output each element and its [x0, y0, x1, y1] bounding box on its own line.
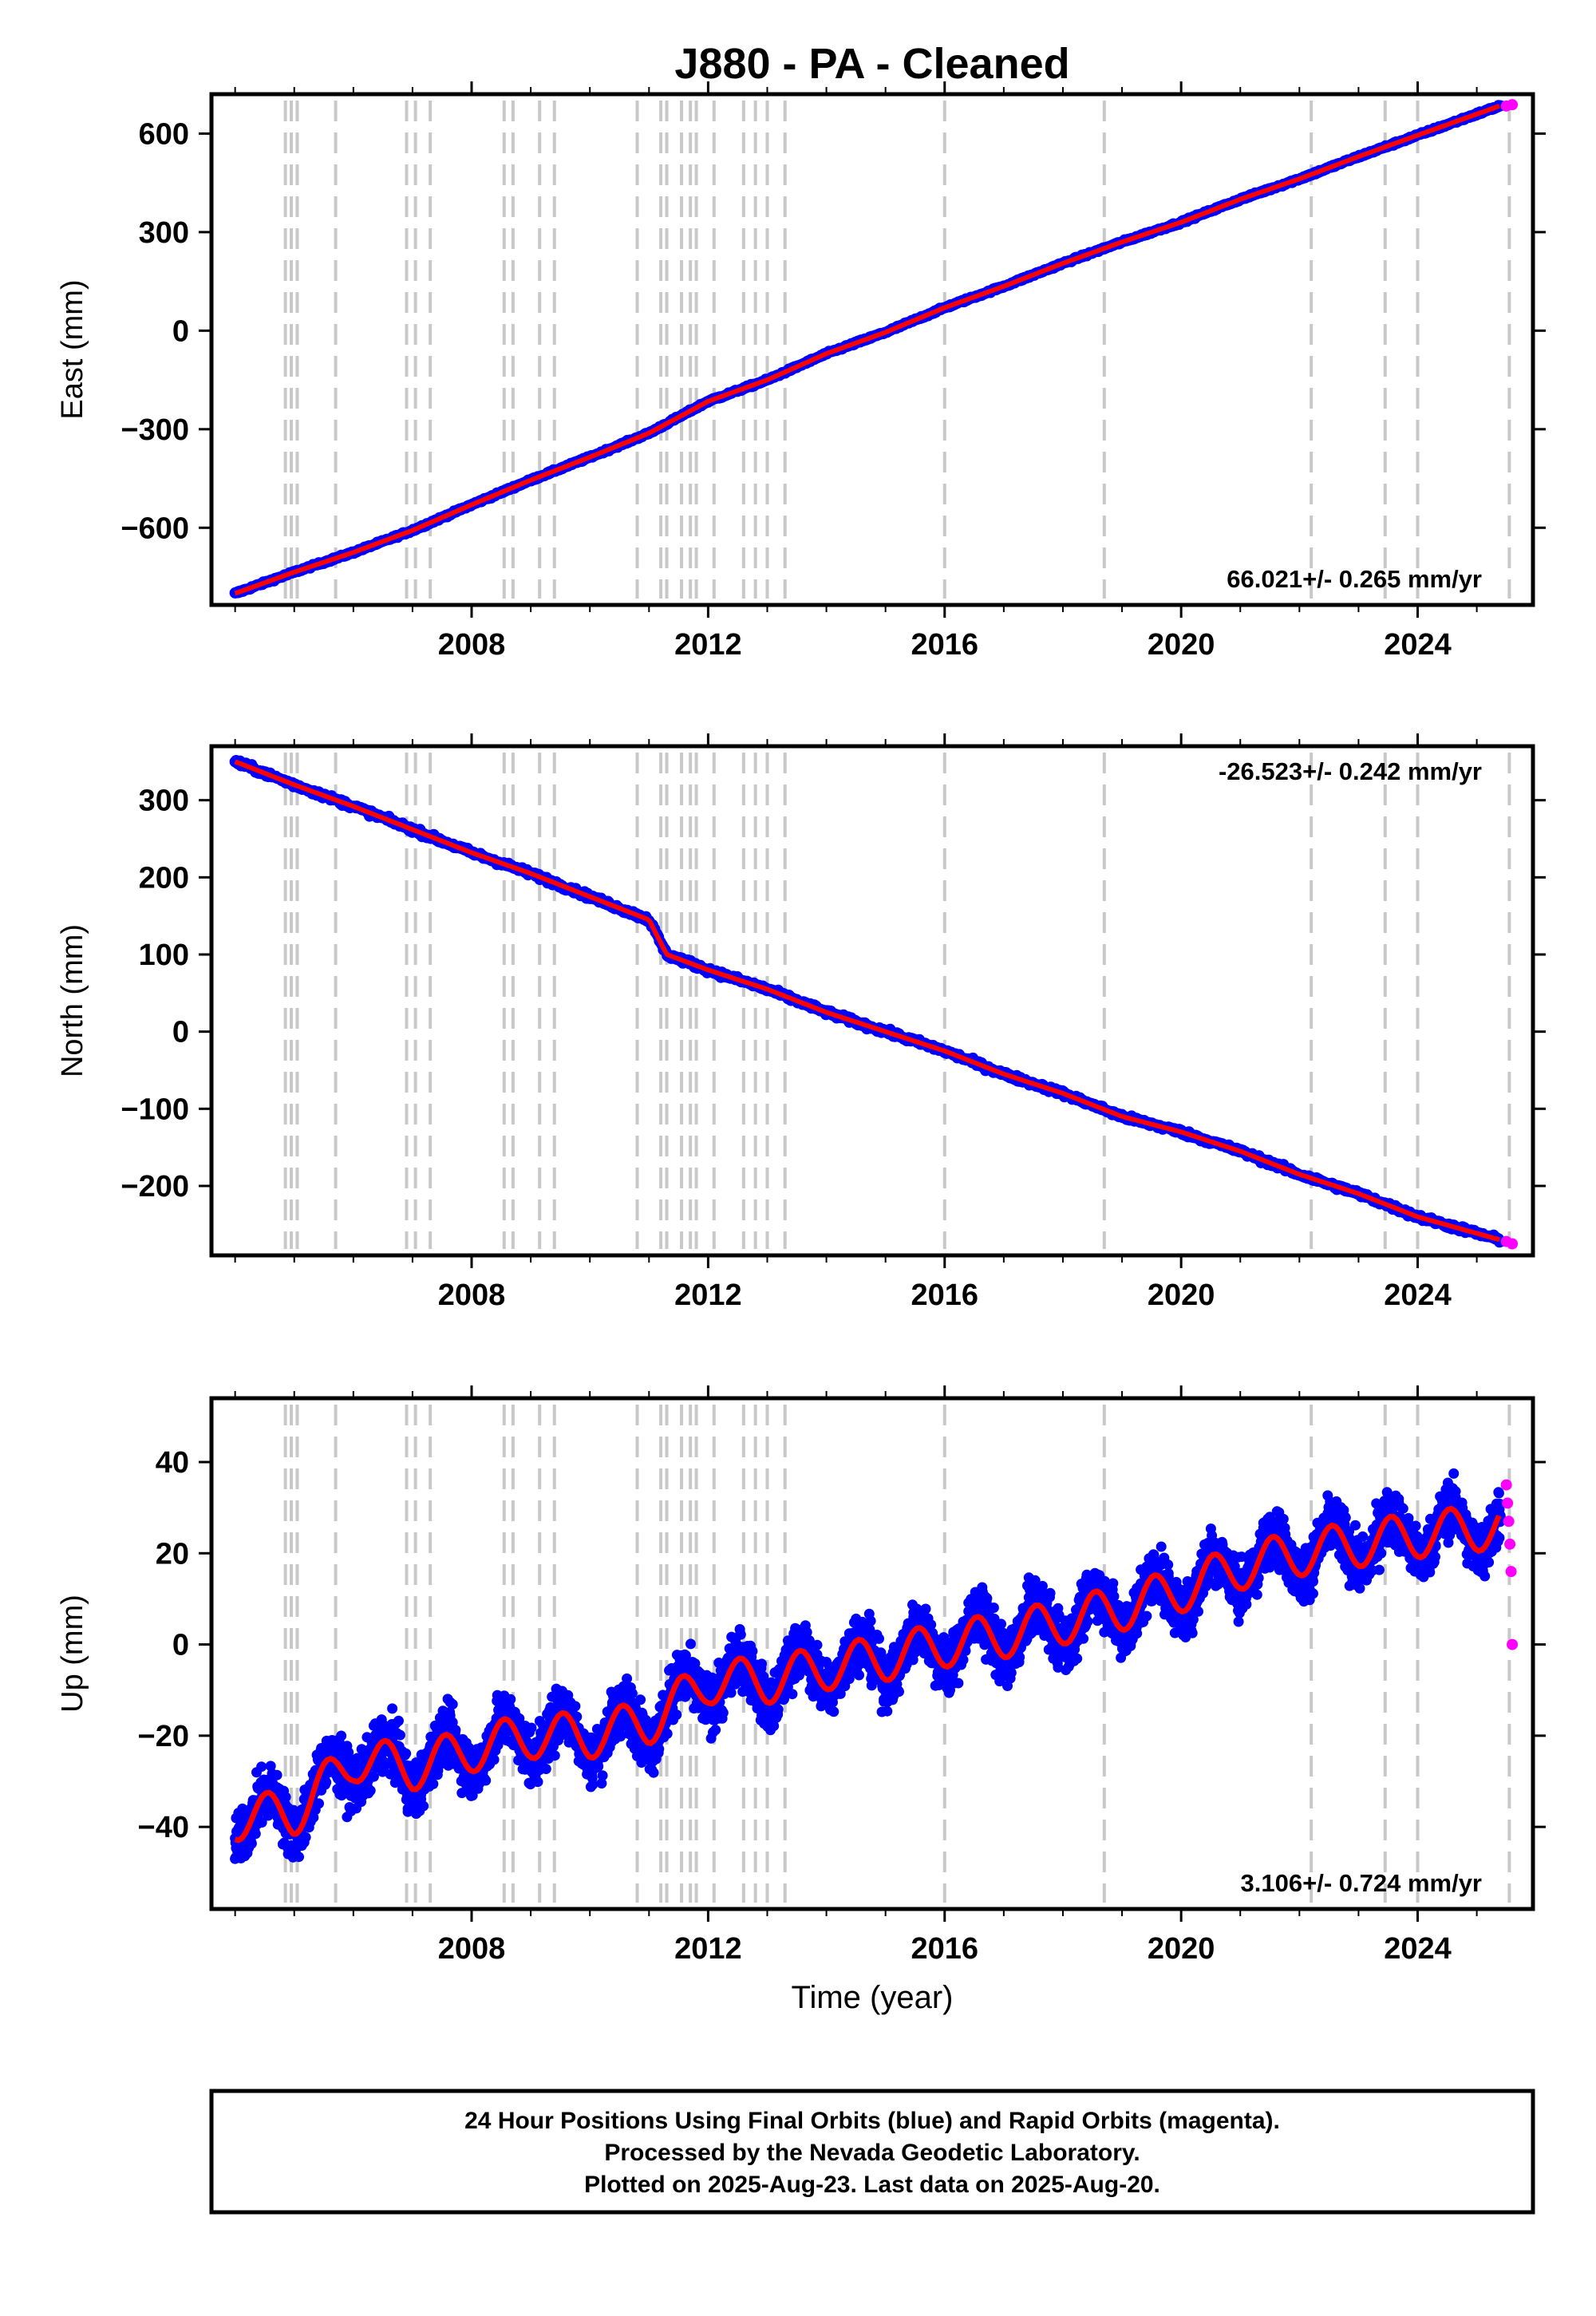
rapid-point: [1507, 99, 1519, 111]
x-tick-label: 2020: [1148, 1279, 1215, 1312]
final-point: [246, 1838, 257, 1849]
y-axis-label: East (mm): [56, 279, 89, 419]
final-point: [597, 1770, 608, 1781]
final-point: [717, 1707, 729, 1718]
final-point: [626, 1688, 638, 1699]
final-point: [418, 1800, 429, 1812]
x-tick-label: 2020: [1148, 628, 1215, 662]
east-panel: 2008 2012 2016 2020 2024 −600 −300 0 300 600 East …: [56, 81, 1546, 662]
y-tick-label: 100: [139, 939, 189, 972]
final-point: [570, 1701, 581, 1712]
y-tick-label: 0: [172, 314, 189, 348]
y-tick-label: 200: [139, 861, 189, 895]
final-point: [336, 1730, 347, 1741]
final-point: [648, 1767, 659, 1778]
final-point: [540, 1764, 551, 1774]
final-point: [654, 1744, 665, 1755]
final-point: [393, 1715, 404, 1726]
x-tick-label: 2008: [438, 628, 506, 662]
final-point: [735, 1629, 746, 1640]
final-point: [428, 1778, 439, 1789]
x-tick-label: 2024: [1384, 628, 1452, 662]
final-point: [365, 1785, 376, 1796]
chart-title: J880 - PA - Cleaned: [674, 40, 1069, 88]
y-axis-label: North (mm): [56, 924, 89, 1077]
y-tick-label: −100: [120, 1093, 189, 1126]
final-points: [229, 755, 1507, 1248]
north-panel: 2008 2012 2016 2020 2024 −200 −100 0 100 200 300 No…: [56, 733, 1546, 1312]
final-points: [230, 1468, 1506, 1864]
x-tick-label: 2012: [674, 628, 742, 662]
final-point: [294, 1852, 304, 1863]
x-tick-label: 2016: [911, 1279, 978, 1312]
y-tick-label: −200: [120, 1170, 189, 1203]
final-point: [368, 1771, 379, 1782]
final-point: [685, 1638, 696, 1650]
rate-label: -26.523+/- 0.242 mm/yr: [1219, 757, 1482, 785]
final-point: [480, 1775, 492, 1786]
final-point: [401, 1748, 412, 1759]
x-tick-label: 2012: [674, 1279, 742, 1312]
final-point: [394, 1729, 405, 1741]
final-point: [280, 1792, 291, 1803]
y-tick-label: 300: [139, 216, 189, 250]
rapid-point: [1507, 1238, 1519, 1250]
y-tick-label: −300: [120, 413, 189, 447]
final-point: [526, 1722, 537, 1733]
final-point: [662, 1728, 673, 1739]
x-tick-label: 2008: [438, 1279, 506, 1312]
final-point: [488, 1754, 500, 1765]
final-point: [549, 1750, 560, 1761]
final-point: [271, 1769, 282, 1780]
final-point: [622, 1673, 633, 1684]
y-tick-label: −600: [120, 512, 189, 545]
final-point: [747, 1646, 758, 1657]
x-tick-label: 2024: [1384, 1279, 1452, 1312]
final-point: [447, 1699, 458, 1709]
final-point: [387, 1703, 398, 1714]
final-point: [505, 1694, 516, 1705]
y-tick-label: 300: [139, 785, 189, 818]
final-point: [671, 1709, 682, 1721]
y-tick-label: 600: [139, 117, 189, 151]
x-tick-label: 2016: [911, 628, 978, 662]
final-point: [256, 1761, 267, 1773]
rate-label: 66.021+/- 0.265 mm/yr: [1227, 565, 1482, 593]
final-point: [635, 1694, 646, 1705]
final-point: [587, 1779, 598, 1790]
final-point: [300, 1832, 311, 1843]
final-point: [314, 1798, 324, 1809]
final-point: [250, 1828, 261, 1840]
final-point: [532, 1777, 543, 1788]
final-point: [710, 1725, 721, 1736]
final-point: [321, 1777, 332, 1788]
y-tick-label: 0: [172, 1016, 189, 1049]
